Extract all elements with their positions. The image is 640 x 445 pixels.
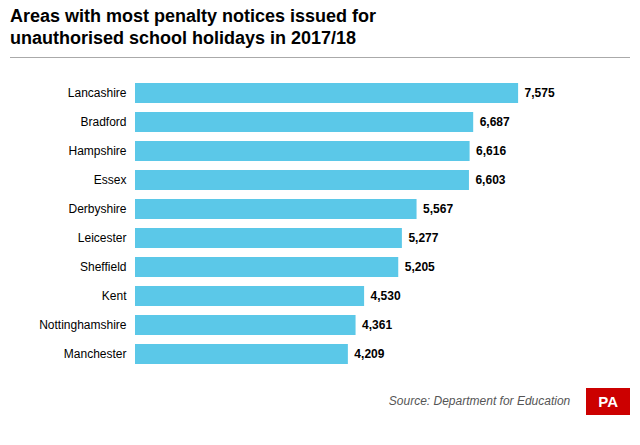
svg-text:6,603: 6,603: [475, 174, 505, 188]
html-text:Source: Department for Educati: Source: Department for Education: [388, 394, 571, 409]
svg-text:Hampshire: Hampshire: [68, 145, 126, 159]
svg-text:Derbyshire: Derbyshire: [68, 203, 126, 217]
svg-text:Sheffield: Sheffield: [80, 261, 126, 275]
svg-text:7,575: 7,575: [525, 87, 555, 101]
svg-text:Lancashire: Lancashire: [68, 87, 127, 101]
svg-text:5,567: 5,567: [423, 203, 453, 217]
svg-text:Essex: Essex: [94, 174, 127, 188]
svg-text:Kent: Kent: [102, 290, 127, 304]
svg-text:Manchester: Manchester: [64, 348, 127, 362]
html-text:Areas with most penalty notice: Areas with most penalty notices issued f…: [10, 6, 377, 48]
svg-text:Bradford: Bradford: [80, 116, 126, 130]
svg-text:6,616: 6,616: [476, 145, 506, 159]
svg-text:4,361: 4,361: [362, 319, 392, 333]
svg-text:4,209: 4,209: [354, 348, 384, 362]
svg-text:4,530: 4,530: [371, 290, 401, 304]
svg-text:Leicester: Leicester: [78, 232, 127, 246]
html-text:PA: PA: [598, 392, 618, 410]
svg-text:5,205: 5,205: [405, 261, 435, 275]
svg-text:Nottinghamshire: Nottinghamshire: [39, 319, 127, 333]
svg-text:5,277: 5,277: [408, 232, 438, 246]
svg-text:6,687: 6,687: [480, 116, 510, 130]
